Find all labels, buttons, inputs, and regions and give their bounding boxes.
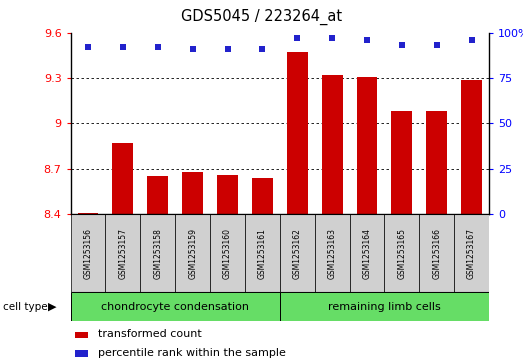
Point [188, 46, 197, 52]
Bar [147, 176, 168, 214]
Point [258, 46, 267, 52]
Bar [280, 214, 315, 292]
Point [433, 42, 441, 48]
Bar [210, 214, 245, 292]
Bar [322, 75, 343, 214]
Text: GSM1253163: GSM1253163 [327, 228, 337, 279]
Bar [217, 175, 238, 214]
Point [223, 46, 232, 52]
Text: ▶: ▶ [48, 302, 56, 312]
Bar [349, 214, 384, 292]
Bar [391, 111, 412, 214]
Bar [112, 143, 133, 214]
Bar [384, 214, 419, 292]
Text: GSM1253164: GSM1253164 [362, 228, 371, 279]
Point [363, 37, 371, 43]
Text: chondrocyte condensation: chondrocyte condensation [101, 302, 249, 312]
Text: GSM1253162: GSM1253162 [293, 228, 302, 279]
Text: GSM1253159: GSM1253159 [188, 228, 197, 279]
Bar [77, 213, 98, 214]
Bar [106, 214, 140, 292]
Text: GSM1253158: GSM1253158 [153, 228, 162, 279]
Bar [287, 52, 308, 214]
Text: percentile rank within the sample: percentile rank within the sample [98, 348, 286, 358]
Bar [75, 350, 88, 357]
Text: GSM1253167: GSM1253167 [467, 228, 476, 279]
Bar [357, 77, 378, 214]
Bar [245, 214, 280, 292]
Bar [71, 292, 280, 321]
Bar [75, 331, 88, 338]
Point [154, 44, 162, 50]
Bar [182, 172, 203, 214]
Bar [140, 214, 175, 292]
Bar [252, 178, 273, 214]
Text: GSM1253165: GSM1253165 [397, 228, 406, 279]
Point [293, 35, 301, 41]
Point [397, 42, 406, 48]
Bar [426, 111, 447, 214]
Text: GDS5045 / 223264_at: GDS5045 / 223264_at [181, 9, 342, 25]
Bar [454, 214, 489, 292]
Point [84, 44, 92, 50]
Text: GSM1253161: GSM1253161 [258, 228, 267, 279]
Bar [315, 214, 349, 292]
Bar [280, 292, 489, 321]
Text: transformed count: transformed count [98, 329, 201, 339]
Point [468, 37, 476, 43]
Text: GSM1253166: GSM1253166 [432, 228, 441, 279]
Text: GSM1253156: GSM1253156 [84, 228, 93, 279]
Point [119, 44, 127, 50]
Bar [461, 79, 482, 214]
Bar [419, 214, 454, 292]
Text: remaining limb cells: remaining limb cells [328, 302, 441, 312]
Text: GSM1253157: GSM1253157 [118, 228, 128, 279]
Point [328, 35, 336, 41]
Bar [71, 214, 106, 292]
Text: GSM1253160: GSM1253160 [223, 228, 232, 279]
Text: cell type: cell type [3, 302, 47, 312]
Bar [175, 214, 210, 292]
